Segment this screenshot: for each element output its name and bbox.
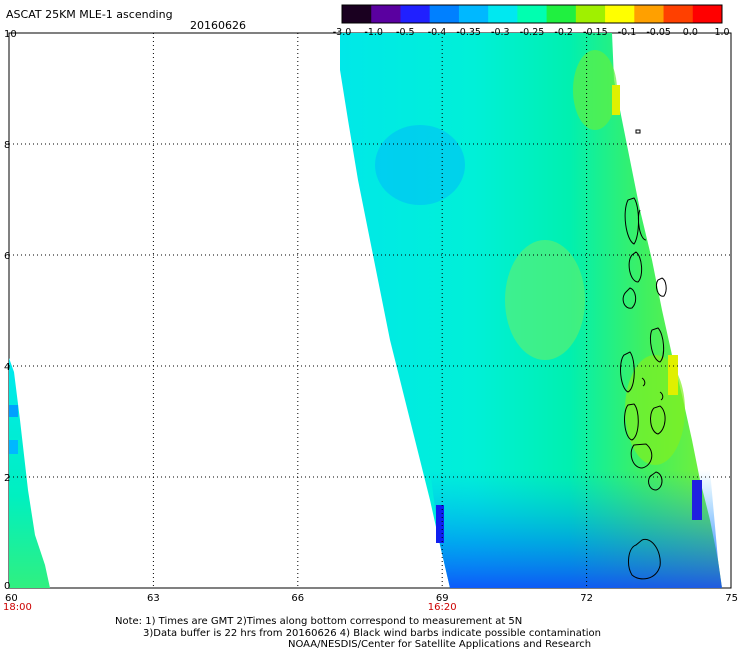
- left-swath-patch: [9, 405, 18, 417]
- dark-blue-patch: [436, 505, 444, 543]
- colorbar-label: -1.0: [364, 27, 383, 38]
- colorbar-label: -0.2: [554, 27, 573, 38]
- colorbar-segment: [517, 5, 548, 23]
- green-patch: [505, 240, 585, 360]
- note-line-2: 3)Data buffer is 22 hrs from 20160626 4)…: [143, 628, 601, 639]
- y-tick-label: 6: [4, 251, 10, 262]
- x-tick-label: 60: [5, 593, 18, 604]
- y-tick-label: 2: [4, 473, 10, 484]
- chart-date: 20160626: [190, 19, 246, 32]
- colorbar-segment: [546, 5, 577, 23]
- colorbar-frame: [341, 4, 723, 24]
- y-axis-ticks: 0 2 4 6 8 10: [4, 29, 17, 592]
- colorbar-segment: [429, 5, 460, 23]
- note-line-1: Note: 1) Times are GMT 2)Times along bot…: [115, 616, 523, 627]
- colorbar-label: -0.5: [396, 27, 415, 38]
- y-tick-label: 0: [4, 581, 10, 592]
- x-tick-label: 75: [725, 593, 738, 604]
- left-swath-patch: [9, 440, 18, 454]
- colorbar-segment: [400, 5, 431, 23]
- blue-patch: [375, 125, 465, 205]
- x-axis-ticks: 60 63 66 69 72 75: [5, 593, 738, 604]
- coastline: [620, 129, 667, 580]
- yellow-patch: [612, 85, 620, 115]
- main-swath-blue: [430, 470, 722, 588]
- y-tick-label: 8: [4, 140, 10, 151]
- colorbar-label: 1.0: [714, 27, 729, 38]
- colorbar-label: -0.25: [520, 27, 545, 38]
- colorbar-label: -0.05: [646, 27, 671, 38]
- colorbar-label: -0.35: [456, 27, 481, 38]
- x-tick-label: 63: [147, 593, 160, 604]
- dark-blue-patch: [692, 480, 702, 520]
- colorbar-label: -0.4: [428, 27, 447, 38]
- x-tick-label: 66: [291, 593, 304, 604]
- note-line-3: NOAA/NESDIS/Center for Satellite Applica…: [288, 639, 592, 650]
- colorbar-segment: [342, 5, 372, 23]
- time-label: 16:20: [428, 602, 457, 613]
- yellow-patch: [668, 355, 678, 395]
- colorbar-label: 0.0: [683, 27, 698, 38]
- colorbar-segment: [458, 5, 489, 23]
- left-swath: [9, 358, 50, 588]
- gridlines: [9, 33, 731, 588]
- colorbar-segment: [575, 5, 606, 23]
- colorbar-segment: [605, 5, 635, 23]
- y-tick-label: 10: [4, 29, 17, 40]
- colorbar-segment: [371, 5, 401, 23]
- colorbar-segment: [634, 5, 665, 23]
- x-tick-label: 72: [580, 593, 593, 604]
- colorbar-label: -3.0: [333, 27, 352, 38]
- colorbar-segment: [692, 5, 723, 23]
- time-label: 18:00: [3, 602, 32, 613]
- time-labels: 18:00 16:20: [3, 602, 457, 613]
- green-patch: [573, 50, 617, 130]
- colorbar-segment: [663, 5, 694, 23]
- colorbar-segment: [488, 5, 518, 23]
- chart-title: ASCAT 25KM MLE-1 ascending: [6, 8, 173, 21]
- x-tick-label: 69: [436, 593, 449, 604]
- data-layer: [9, 33, 722, 588]
- colorbar: -3.0 -1.0 -0.5 -0.4 -0.35 -0.3 -0.25 -0.2 -0.15-…: [333, 4, 730, 38]
- colorbar-label: -0.1: [618, 27, 637, 38]
- colorbar-label: -0.15: [583, 27, 608, 38]
- colorbar-label: -0.3: [491, 27, 510, 38]
- y-tick-label: 4: [4, 362, 10, 373]
